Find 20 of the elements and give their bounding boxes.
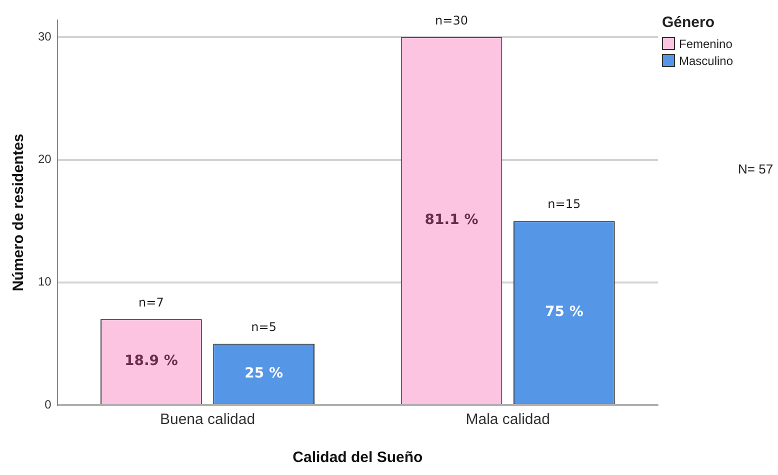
annotation: 75 % xyxy=(544,304,584,320)
y-axis-title: Número de residentes xyxy=(10,134,28,292)
data-label: n=5 xyxy=(251,320,276,334)
y-tick-label: 30 xyxy=(38,29,52,44)
legend-title: Género xyxy=(662,14,716,31)
x-axis-title: Calidad del Sueño xyxy=(292,449,423,466)
y-tick-label: 20 xyxy=(38,152,52,166)
annotation: 81.1 % xyxy=(424,212,478,228)
annotation: 18.9 % xyxy=(124,353,178,370)
x-tick-label: Mala calidad xyxy=(466,411,550,428)
annotation: 25 % xyxy=(244,365,284,382)
data-label: n=7 xyxy=(138,295,164,310)
data-label: n=15 xyxy=(548,197,581,212)
y-tick-label: 0 xyxy=(44,397,52,412)
x-tick-label: Buena calidad xyxy=(160,411,256,428)
y-tick-label: 10 xyxy=(38,274,52,289)
data-label: n=30 xyxy=(435,13,468,28)
text: N= 57 xyxy=(738,162,774,177)
legend-label: Masculino xyxy=(679,54,734,68)
legend-label: Femenino xyxy=(679,36,732,50)
